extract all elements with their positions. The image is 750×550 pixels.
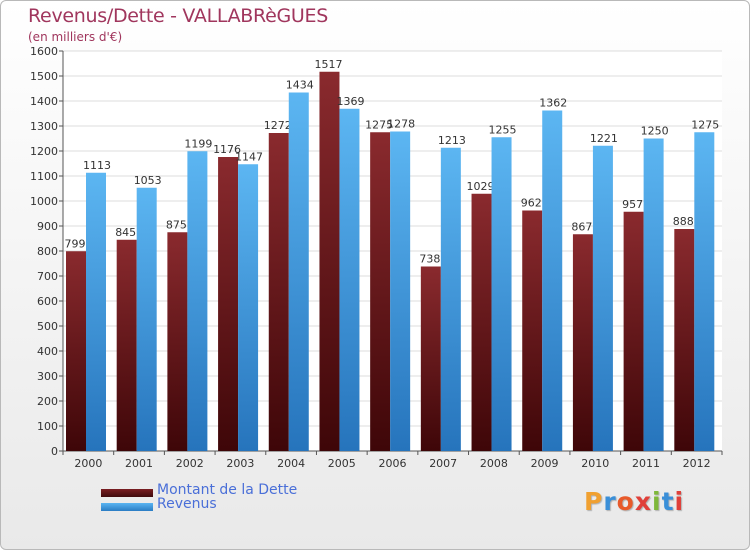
data-label-dette: 799 [65, 237, 86, 250]
bar-revenus [542, 110, 563, 451]
y-tick-label: 400 [37, 345, 58, 358]
y-tick-label: 300 [37, 370, 58, 383]
data-label-revenus: 1221 [590, 132, 618, 145]
data-label-revenus: 1278 [387, 118, 415, 131]
y-tick-label: 1000 [30, 195, 58, 208]
legend-swatch-revenus [101, 503, 153, 511]
logo-letter: t [661, 487, 675, 516]
data-label-dette: 957 [622, 198, 643, 211]
y-tick-label: 500 [37, 320, 58, 333]
data-label-revenus: 1362 [539, 97, 567, 110]
x-tick-label: 2001 [125, 457, 153, 470]
data-label-revenus: 1434 [286, 79, 314, 92]
legend-label-revenus: Revenus [157, 496, 217, 512]
data-label-revenus: 1147 [235, 150, 263, 163]
y-tick-label: 700 [37, 270, 58, 283]
bar-revenus [643, 138, 664, 451]
y-tick-label: 100 [37, 420, 58, 433]
data-label-dette: 738 [419, 253, 440, 266]
bar-revenus [390, 131, 411, 451]
logo-letter: r [603, 487, 617, 516]
bar-revenus [288, 92, 309, 451]
data-label-dette: 875 [166, 218, 187, 231]
data-label-dette: 867 [571, 220, 592, 233]
bar-revenus [187, 151, 208, 451]
data-label-dette: 1176 [213, 143, 241, 156]
bar-dette [623, 211, 644, 451]
data-label-revenus: 1250 [641, 125, 669, 138]
bar-dette [116, 239, 137, 451]
chart-title: Revenus/Dette - VALLABRèGUES [28, 5, 328, 27]
logo-letter: o [616, 487, 635, 516]
x-tick-label: 2010 [581, 457, 609, 470]
bar-dette [471, 193, 492, 451]
x-tick-label: 2011 [632, 457, 660, 470]
data-label-dette: 1272 [264, 119, 292, 132]
x-tick-label: 2006 [379, 457, 407, 470]
proxiti-logo: Proxiti [584, 487, 684, 516]
bar-revenus [86, 172, 106, 451]
y-tick-label: 1200 [30, 145, 58, 158]
logo-letter: i [652, 487, 662, 516]
bar-dette [268, 133, 289, 451]
data-label-revenus: 1053 [134, 174, 162, 187]
data-label-dette: 1029 [467, 180, 495, 193]
data-label-revenus: 1113 [83, 159, 111, 172]
data-label-dette: 962 [521, 197, 542, 210]
legend-label-dette: Montant de la Dette [157, 482, 298, 498]
x-tick-label: 2002 [176, 457, 204, 470]
x-tick-label: 2007 [429, 457, 457, 470]
bar-revenus [339, 108, 360, 451]
bar-dette [66, 251, 86, 451]
data-label-dette: 845 [115, 226, 136, 239]
y-tick-label: 0 [51, 445, 58, 458]
data-label-dette: 1517 [314, 58, 342, 71]
y-tick-label: 800 [37, 245, 58, 258]
data-label-dette: 888 [673, 215, 694, 228]
legend-swatch-dette [101, 489, 153, 497]
x-tick-label: 2000 [74, 457, 102, 470]
y-tick-label: 1300 [30, 120, 58, 133]
y-tick-label: 1500 [30, 70, 58, 83]
logo-letter: i [674, 487, 685, 516]
bar-dette [218, 157, 239, 451]
bar-revenus [491, 137, 512, 451]
x-tick-label: 2012 [683, 457, 711, 470]
y-tick-label: 1100 [30, 170, 58, 183]
bar-revenus [440, 147, 461, 451]
y-tick-label: 900 [37, 220, 58, 233]
chart-subtitle: (en milliers d'€) [28, 30, 123, 44]
bar-revenus [136, 187, 157, 451]
data-label-revenus: 1255 [489, 123, 517, 136]
bar-dette [522, 210, 543, 451]
data-label-revenus: 1199 [184, 137, 212, 150]
data-label-revenus: 1213 [438, 134, 466, 147]
data-label-revenus: 1369 [336, 95, 364, 108]
bar-dette [572, 234, 593, 451]
y-tick-label: 1400 [30, 95, 58, 108]
x-tick-label: 2008 [480, 457, 508, 470]
y-tick-label: 200 [37, 395, 58, 408]
x-tick-label: 2003 [226, 457, 254, 470]
logo-letter: P [584, 487, 604, 516]
x-tick-label: 2009 [531, 457, 559, 470]
x-tick-label: 2005 [328, 457, 356, 470]
bar-dette [420, 266, 441, 451]
bar-dette [370, 132, 391, 451]
y-tick-label: 1600 [30, 45, 58, 58]
y-tick-label: 600 [37, 295, 58, 308]
bar-dette [674, 229, 695, 451]
bar-dette [319, 71, 340, 451]
bar-revenus [592, 145, 613, 451]
bar-revenus [238, 164, 259, 451]
bar-dette [167, 232, 188, 451]
data-label-revenus: 1275 [691, 118, 719, 131]
data-label-dette: 1275 [365, 118, 393, 131]
logo-letter: x [634, 487, 652, 516]
bar-revenus [694, 132, 715, 451]
x-tick-label: 2004 [277, 457, 305, 470]
